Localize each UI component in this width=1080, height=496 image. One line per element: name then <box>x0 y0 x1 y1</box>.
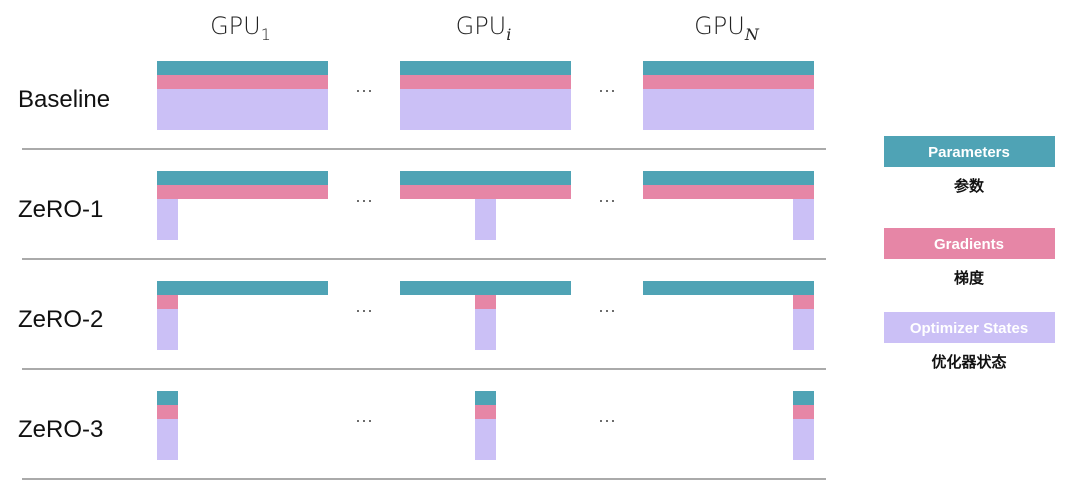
column-header-gpu: GPU1 <box>210 12 271 44</box>
gradients-block <box>793 295 814 309</box>
legend-label: Gradients <box>934 236 1004 253</box>
gradients-block <box>157 185 328 199</box>
legend-label: Parameters <box>928 144 1010 161</box>
gradients-block <box>643 185 814 199</box>
gradients-block <box>157 405 178 419</box>
optimizer-states-block <box>400 89 571 130</box>
optimizer-states-block <box>475 199 496 240</box>
parameters-block <box>643 61 814 75</box>
optimizer-states-block <box>157 419 178 460</box>
row-label-zero-2: ZeRO-2 <box>18 306 103 333</box>
legend-swatch-gradients <box>884 228 1055 259</box>
legend-caption: 梯度 <box>954 269 985 287</box>
parameters-block <box>400 281 571 295</box>
parameters-block <box>400 171 571 185</box>
parameters-block <box>475 391 496 405</box>
gradients-block <box>793 405 814 419</box>
gradients-block <box>400 185 571 199</box>
optimizer-states-block <box>475 419 496 460</box>
ellipsis: ··· <box>598 300 616 320</box>
column-header-gpu: GPUi <box>456 12 512 44</box>
parameters-block <box>643 171 814 185</box>
gradients-block <box>475 295 496 309</box>
legend-swatch-optimizer-states <box>884 312 1055 343</box>
optimizer-states-block <box>475 309 496 350</box>
row-label-zero-3: ZeRO-3 <box>18 416 103 443</box>
ellipsis: ··· <box>355 190 373 210</box>
legend-caption: 参数 <box>954 177 985 195</box>
gradients-block <box>643 75 814 89</box>
optimizer-states-block <box>793 199 814 240</box>
parameters-block <box>793 391 814 405</box>
ellipsis: ··· <box>355 300 373 320</box>
optimizer-states-block <box>643 89 814 130</box>
optimizer-states-block <box>793 309 814 350</box>
legend-label: Optimizer States <box>910 320 1028 337</box>
ellipsis: ··· <box>598 410 616 430</box>
ellipsis: ··· <box>355 80 373 100</box>
optimizer-states-block <box>793 419 814 460</box>
optimizer-states-block <box>157 309 178 350</box>
gradients-block <box>475 405 496 419</box>
parameters-block <box>157 281 328 295</box>
parameters-block <box>157 391 178 405</box>
optimizer-states-block <box>157 89 328 130</box>
parameters-block <box>643 281 814 295</box>
gradients-block <box>157 295 178 309</box>
row-label-baseline: Baseline <box>18 86 110 113</box>
column-header-gpu: GPUN <box>694 12 760 44</box>
ellipsis: ··· <box>598 190 616 210</box>
gradients-block <box>400 75 571 89</box>
gradients-block <box>157 75 328 89</box>
ellipsis: ··· <box>598 80 616 100</box>
parameters-block <box>157 61 328 75</box>
row-label-zero-1: ZeRO-1 <box>18 196 103 223</box>
parameters-block <box>157 171 328 185</box>
legend-caption: 优化器状态 <box>931 353 1006 371</box>
parameters-block <box>400 61 571 75</box>
optimizer-states-block <box>157 199 178 240</box>
ellipsis: ··· <box>355 410 373 430</box>
legend-swatch-parameters <box>884 136 1055 167</box>
